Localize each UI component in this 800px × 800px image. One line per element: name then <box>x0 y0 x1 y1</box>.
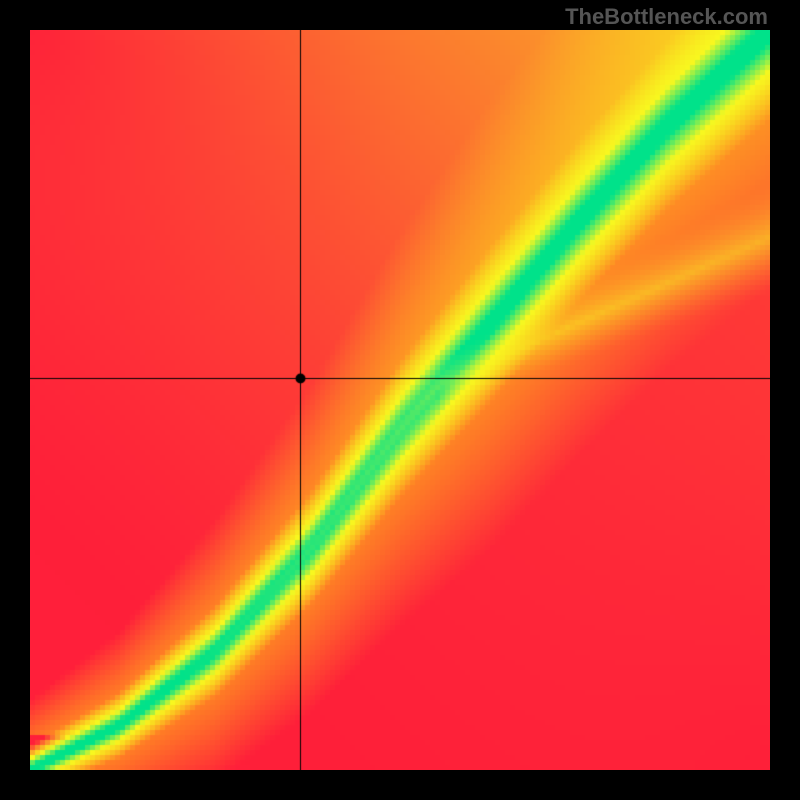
chart-frame: TheBottleneck.com <box>0 0 800 800</box>
watermark-text: TheBottleneck.com <box>565 4 768 30</box>
bottleneck-heatmap <box>30 30 770 770</box>
